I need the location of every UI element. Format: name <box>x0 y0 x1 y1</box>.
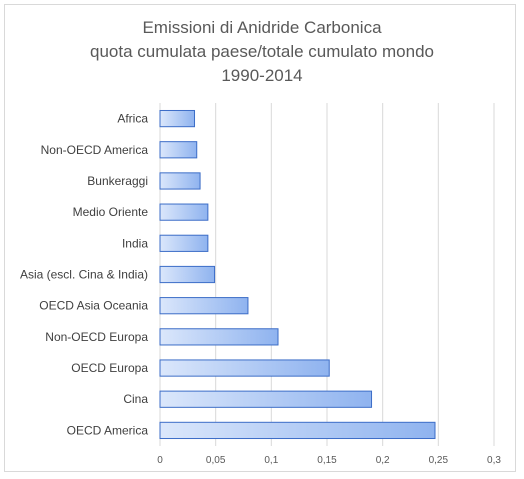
category-label-1: Non-OECD America <box>41 143 149 157</box>
bar-6 <box>159 297 249 315</box>
category-label-4: India <box>122 236 148 250</box>
category-labels: Africa Non-OECD America Bunkeraggi Medio Or… <box>20 112 148 438</box>
bar-4 <box>159 234 209 252</box>
bar-0 <box>159 109 196 128</box>
bar-10 <box>159 421 436 440</box>
category-label-6: OECD Asia Oceania <box>39 299 148 313</box>
category-label-0: Africa <box>117 112 148 126</box>
x-tick-labels: 0 0,05 0,1 0,15 0,2 0,25 0,3 <box>157 455 501 466</box>
bar-8 <box>159 359 330 377</box>
x-tick-label-1: 0,05 <box>206 455 226 466</box>
bar-7 <box>159 328 279 346</box>
category-label-9: Cina <box>123 392 148 406</box>
category-label-5: Asia (escl. Cina & India) <box>20 268 148 282</box>
bar-2 <box>159 172 201 190</box>
bar-5 <box>159 265 216 284</box>
category-label-8: OECD Europa <box>71 361 148 375</box>
category-label-2: Bunkeraggi <box>87 174 148 188</box>
x-tick-label-3: 0,15 <box>317 455 337 466</box>
chart-title-line-2: quota cumulata paese/totale cumulato mon… <box>89 42 434 61</box>
x-tick-label-2: 0,1 <box>264 455 278 466</box>
chart-title-line-3: 1990-2014 <box>221 66 303 85</box>
bars <box>159 109 436 440</box>
x-tick-label-0: 0 <box>157 455 163 466</box>
bar-1 <box>159 141 198 159</box>
category-label-10: OECD America <box>67 423 149 437</box>
chart-title-line-1: Emissioni di Anidride Carbonica <box>142 18 382 37</box>
bar-9 <box>159 390 373 408</box>
x-tick-label-5: 0,25 <box>429 455 449 466</box>
category-label-3: Medio Oriente <box>73 205 149 219</box>
bar-3 <box>159 203 209 221</box>
x-tick-label-4: 0,2 <box>376 455 390 466</box>
x-tick-label-6: 0,3 <box>487 455 501 466</box>
category-label-7: Non-OECD Europa <box>45 330 148 344</box>
